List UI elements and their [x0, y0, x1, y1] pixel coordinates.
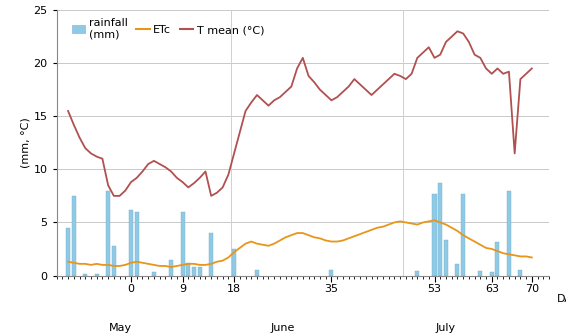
Bar [83, 274, 87, 276]
Bar [456, 264, 460, 276]
Bar [209, 233, 213, 276]
Bar [432, 194, 436, 276]
Bar [129, 210, 133, 276]
Bar [495, 242, 499, 276]
Bar [186, 263, 190, 276]
Text: June: June [271, 323, 295, 333]
Bar [112, 246, 116, 276]
Bar [461, 194, 465, 276]
Text: DAT: DAT [558, 294, 566, 303]
Bar [415, 271, 419, 276]
Text: July: July [436, 323, 456, 333]
Bar [95, 274, 98, 276]
Bar [72, 196, 76, 276]
Bar [198, 267, 201, 276]
Bar [518, 270, 522, 276]
Bar [490, 272, 494, 276]
Bar [478, 271, 482, 276]
Bar [181, 212, 185, 276]
Bar [169, 260, 173, 276]
Legend: rainfall
(mm), ETc, T mean (°C): rainfall (mm), ETc, T mean (°C) [72, 18, 264, 40]
Bar [135, 212, 139, 276]
Text: May: May [109, 323, 132, 333]
Bar [232, 249, 236, 276]
Bar [255, 270, 259, 276]
Bar [152, 272, 156, 276]
Bar [192, 267, 196, 276]
Bar [66, 228, 70, 276]
Bar [106, 191, 110, 276]
Bar [329, 270, 333, 276]
Bar [438, 183, 442, 276]
Bar [507, 191, 511, 276]
Bar [444, 241, 448, 276]
Y-axis label: (mm, °C): (mm, °C) [21, 117, 31, 168]
